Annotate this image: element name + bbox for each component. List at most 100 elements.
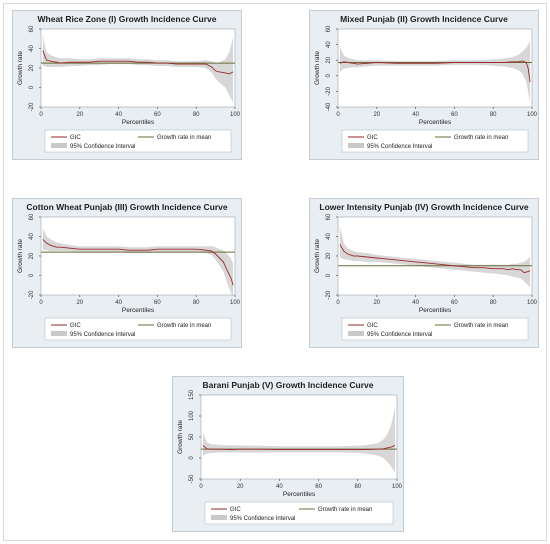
plot-area [200, 394, 398, 480]
legend-ci-label: 95% Confidence Interval [367, 332, 432, 338]
x-axis-label: Percentiles [283, 491, 316, 498]
chart-title: Lower Intensity Punjab (IV) Growth Incid… [319, 202, 528, 212]
y-tick-label: 60 [326, 213, 332, 220]
legend-box [341, 129, 529, 153]
x-tick-label: 0 [336, 112, 340, 118]
plot-area [40, 28, 236, 108]
chart-title: Wheat Rice Zone (I) Growth Incidence Cur… [38, 14, 217, 24]
y-axis-label: Growth rate [17, 51, 24, 85]
legend-mean-label: Growth rate in mean [454, 323, 508, 329]
plot-area [337, 28, 533, 108]
x-tick-label: 20 [373, 300, 380, 306]
y-axis-label: Growth rate [17, 239, 24, 273]
legend-ci-label: 95% Confidence Interval [70, 144, 135, 150]
y-tick-label: 20 [29, 64, 35, 71]
x-tick-label: 40 [412, 300, 419, 306]
x-tick-label: 80 [193, 300, 200, 306]
chart-title: Mixed Punjab (II) Growth Incidence Curve [340, 14, 508, 24]
y-tick-label: 0 [189, 456, 195, 460]
x-tick-label: 40 [276, 484, 283, 490]
legend-mean-label: Growth rate in mean [318, 507, 372, 513]
legend-ci-label: 95% Confidence Interval [230, 516, 295, 522]
y-tick-label: 0 [326, 273, 332, 277]
gic-chart: Wheat Rice Zone (I) Growth Incidence Cur… [17, 14, 241, 153]
x-axis-label: Percentiles [122, 119, 155, 126]
x-tick-label: 40 [115, 300, 122, 306]
legend-ci-label: 95% Confidence Interval [70, 332, 135, 338]
y-tick-label: 40 [29, 45, 35, 52]
y-tick-label: 100 [189, 410, 195, 421]
x-tick-label: 0 [336, 300, 340, 306]
legend-mean-label: Growth rate in mean [157, 323, 211, 329]
plot-area [40, 216, 236, 296]
legend-gic-label: GIC [70, 323, 81, 329]
legend-ci-swatch [348, 143, 364, 148]
panel-mixed-punjab: Mixed Punjab (II) Growth Incidence Curve… [309, 10, 539, 160]
panel-barani: Barani Punjab (V) Growth Incidence Curve… [172, 376, 404, 532]
legend-box [44, 317, 232, 341]
x-tick-label: 100 [392, 484, 403, 490]
y-tick-label: 150 [189, 389, 195, 400]
x-tick-label: 60 [154, 112, 161, 118]
x-axis-label: Percentiles [419, 119, 452, 126]
y-tick-label: 60 [326, 25, 332, 32]
x-tick-label: 80 [490, 112, 497, 118]
gic-chart: Mixed Punjab (II) Growth Incidence Curve… [314, 14, 538, 153]
gic-line [42, 50, 234, 75]
x-tick-label: 0 [199, 484, 203, 490]
legend-gic-label: GIC [70, 135, 81, 141]
gic-line [339, 60, 531, 83]
x-tick-label: 0 [39, 300, 43, 306]
x-axis-label: Percentiles [122, 307, 155, 314]
x-tick-label: 40 [115, 112, 122, 118]
y-tick-label: 40 [326, 41, 332, 48]
y-tick-label: 60 [29, 25, 35, 32]
x-tick-label: 80 [354, 484, 361, 490]
gic-chart: Barani Punjab (V) Growth Incidence Curve… [177, 380, 403, 525]
legend-ci-swatch [211, 515, 227, 520]
gic-chart: Cotton Wheat Punjab (III) Growth Inciden… [17, 202, 241, 341]
y-axis-label: Growth rate [314, 239, 321, 273]
legend-gic-label: GIC [230, 507, 241, 513]
panel-lower-intensity: Lower Intensity Punjab (IV) Growth Incid… [309, 198, 539, 348]
legend-box [204, 501, 394, 525]
y-tick-label: 0 [326, 73, 332, 77]
x-tick-label: 20 [373, 112, 380, 118]
x-tick-label: 20 [237, 484, 244, 490]
gic-line [339, 244, 531, 274]
y-tick-label: 0 [29, 273, 35, 277]
x-tick-label: 80 [490, 300, 497, 306]
y-tick-label: -20 [326, 86, 332, 95]
y-tick-label: -20 [326, 290, 332, 299]
legend-ci-label: 95% Confidence Interval [367, 144, 432, 150]
x-tick-label: 80 [193, 112, 200, 118]
x-tick-label: 100 [527, 300, 538, 306]
figure-frame [3, 3, 547, 541]
y-tick-label: 20 [326, 252, 332, 259]
legend-ci-swatch [348, 331, 364, 336]
legend-box [341, 317, 529, 341]
y-axis-label: Growth rate [314, 51, 321, 85]
y-tick-label: -40 [326, 102, 332, 111]
panel-wheat-rice: Wheat Rice Zone (I) Growth Incidence Cur… [12, 10, 242, 160]
legend-gic-label: GIC [367, 323, 378, 329]
y-tick-label: -50 [189, 474, 195, 483]
confidence-band [339, 226, 531, 288]
y-tick-label: 60 [29, 213, 35, 220]
x-tick-label: 100 [230, 112, 241, 118]
y-tick-label: -20 [29, 102, 35, 111]
x-tick-label: 100 [527, 112, 538, 118]
x-tick-label: 20 [76, 112, 83, 118]
y-tick-label: 50 [189, 433, 195, 440]
legend-box [44, 129, 232, 153]
chart-title: Cotton Wheat Punjab (III) Growth Inciden… [26, 202, 227, 212]
legend-mean-label: Growth rate in mean [454, 135, 508, 141]
x-tick-label: 40 [412, 112, 419, 118]
y-tick-label: -20 [29, 290, 35, 299]
y-tick-label: 40 [29, 233, 35, 240]
x-tick-label: 60 [315, 484, 322, 490]
legend-ci-swatch [51, 331, 67, 336]
gic-chart: Lower Intensity Punjab (IV) Growth Incid… [314, 202, 538, 341]
x-tick-label: 60 [451, 300, 458, 306]
legend-ci-swatch [51, 143, 67, 148]
